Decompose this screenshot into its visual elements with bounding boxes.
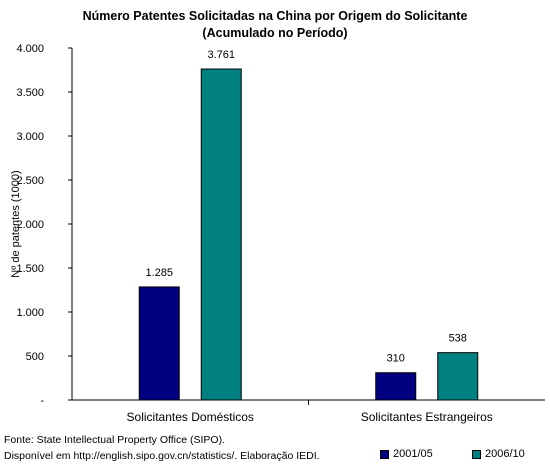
bar <box>200 68 242 401</box>
legend-item-series-2: 2006/10 <box>472 448 525 460</box>
legend-swatch <box>472 449 481 459</box>
y-axis-label: Nº de patentes (1000) <box>10 170 22 277</box>
data-label: 538 <box>449 333 467 345</box>
y-tick-label: 500 <box>26 351 44 363</box>
footer-source: Fonte: State Intellectual Property Offic… <box>4 434 225 446</box>
y-tick-label: 4.000 <box>16 43 44 55</box>
legend-label: 2006/10 <box>485 448 525 460</box>
plot-area: - 500 1.000 1.500 2.000 2.500 3.000 3.500 4.000 S… <box>16 43 545 424</box>
data-label: 1.285 <box>145 267 173 279</box>
y-tick-label: 1.000 <box>16 307 44 319</box>
data-label: 3.761 <box>207 49 235 61</box>
bar <box>138 286 180 401</box>
bar <box>437 352 479 401</box>
footer-note: Disponível em http://english.sipo.gov.cn… <box>4 450 320 462</box>
chart-title: Número Patentes Solicitadas na China por… <box>83 9 468 23</box>
y-tick-label: 3.500 <box>16 87 44 99</box>
y-tick-label: 1.500 <box>16 263 44 275</box>
legend-label: 2001/05 <box>393 448 433 460</box>
legend-swatch <box>380 449 389 459</box>
y-tick-label: 2.000 <box>16 219 44 231</box>
chart-subtitle: (Acumulado no Período) <box>202 26 347 40</box>
legend-item-series-1: 2001/05 <box>380 448 433 460</box>
x-tick-label: Solicitantes Estrangeiros <box>361 410 493 424</box>
y-tick-label: - <box>40 395 44 407</box>
bar <box>375 372 417 401</box>
y-tick-label: 2.500 <box>16 175 44 187</box>
data-label: 310 <box>387 353 405 365</box>
y-tick-label: 3.000 <box>16 131 44 143</box>
x-tick-label: Solicitantes Domésticos <box>127 410 254 424</box>
